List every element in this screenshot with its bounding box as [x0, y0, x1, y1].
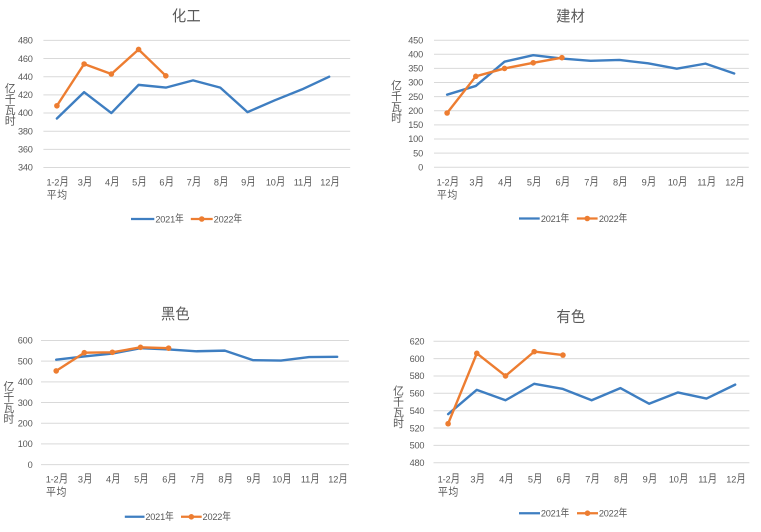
svg-text:520: 520	[410, 423, 425, 433]
svg-text:7: 7	[187, 178, 192, 188]
svg-text:9: 9	[246, 475, 251, 485]
svg-text:2021: 2021	[145, 512, 165, 522]
svg-text:100: 100	[18, 439, 33, 449]
svg-text:6: 6	[557, 475, 562, 485]
svg-text:2021: 2021	[541, 509, 561, 519]
svg-text:9: 9	[643, 475, 648, 485]
svg-text:250: 250	[408, 92, 423, 102]
svg-text:600: 600	[18, 336, 33, 346]
svg-text:12: 12	[320, 178, 330, 188]
svg-text:4: 4	[106, 475, 111, 485]
svg-text:0: 0	[418, 162, 423, 172]
svg-text:3: 3	[78, 475, 83, 485]
svg-text:300: 300	[18, 398, 33, 408]
svg-text:350: 350	[408, 64, 423, 74]
svg-text:8: 8	[214, 178, 219, 188]
svg-text:400: 400	[408, 50, 423, 60]
svg-text:3: 3	[78, 178, 83, 188]
svg-text:400: 400	[18, 377, 33, 387]
svg-text:2022: 2022	[214, 214, 234, 224]
svg-text:560: 560	[410, 389, 425, 399]
svg-text:4: 4	[499, 475, 504, 485]
svg-text:3: 3	[469, 178, 474, 188]
svg-text:200: 200	[408, 106, 423, 116]
svg-text:11: 11	[698, 475, 707, 485]
svg-text:5: 5	[134, 475, 139, 485]
svg-text:6: 6	[159, 178, 164, 188]
svg-text:2022: 2022	[599, 509, 619, 519]
svg-text:340: 340	[18, 163, 33, 173]
svg-text:480: 480	[410, 458, 425, 468]
svg-text:2021: 2021	[155, 214, 175, 224]
svg-text:12: 12	[726, 475, 736, 485]
svg-text:2021: 2021	[541, 214, 561, 224]
svg-text:7: 7	[190, 475, 195, 485]
svg-text:4: 4	[105, 178, 110, 188]
svg-text:200: 200	[18, 418, 33, 428]
svg-text:1-2: 1-2	[438, 475, 451, 485]
svg-text:5: 5	[132, 178, 137, 188]
svg-text:12: 12	[725, 178, 735, 188]
svg-text:11: 11	[697, 178, 706, 188]
svg-text:8: 8	[613, 178, 618, 188]
svg-text:4: 4	[498, 178, 503, 188]
svg-text:450: 450	[408, 35, 423, 45]
svg-text:600: 600	[410, 354, 425, 364]
svg-text:8: 8	[218, 475, 223, 485]
svg-text:150: 150	[408, 120, 423, 130]
svg-text:1-2: 1-2	[437, 178, 450, 188]
svg-text:620: 620	[410, 336, 425, 346]
svg-text:360: 360	[18, 145, 33, 155]
svg-text:480: 480	[18, 36, 33, 46]
svg-text:400: 400	[18, 108, 33, 118]
svg-text:7: 7	[585, 475, 590, 485]
svg-text:380: 380	[18, 126, 33, 136]
svg-text:0: 0	[28, 460, 33, 470]
svg-text:460: 460	[18, 54, 33, 64]
svg-text:6: 6	[162, 475, 167, 485]
svg-text:580: 580	[410, 371, 425, 381]
svg-text:5: 5	[527, 178, 532, 188]
svg-text:1-2: 1-2	[46, 475, 59, 485]
svg-text:440: 440	[18, 72, 33, 82]
svg-text:5: 5	[528, 475, 533, 485]
svg-text:10: 10	[266, 178, 276, 188]
svg-text:1-2: 1-2	[46, 178, 59, 188]
svg-text:50: 50	[413, 148, 423, 158]
svg-text:6: 6	[556, 178, 561, 188]
svg-text:3: 3	[470, 475, 475, 485]
svg-text:2022: 2022	[599, 214, 619, 224]
svg-text:500: 500	[18, 356, 33, 366]
svg-text:420: 420	[18, 90, 33, 100]
svg-text:300: 300	[408, 78, 423, 88]
svg-text:8: 8	[614, 475, 619, 485]
svg-text:540: 540	[410, 406, 425, 416]
svg-text:7: 7	[584, 178, 589, 188]
svg-text:100: 100	[408, 134, 423, 144]
svg-text:11: 11	[301, 475, 310, 485]
svg-text:10: 10	[272, 475, 282, 485]
svg-text:9: 9	[642, 178, 647, 188]
svg-text:12: 12	[328, 475, 338, 485]
svg-text:500: 500	[410, 441, 425, 451]
svg-text:2022: 2022	[203, 512, 223, 522]
svg-text:11: 11	[294, 178, 303, 188]
svg-text:10: 10	[669, 475, 679, 485]
svg-text:10: 10	[668, 178, 678, 188]
svg-text:9: 9	[241, 178, 246, 188]
